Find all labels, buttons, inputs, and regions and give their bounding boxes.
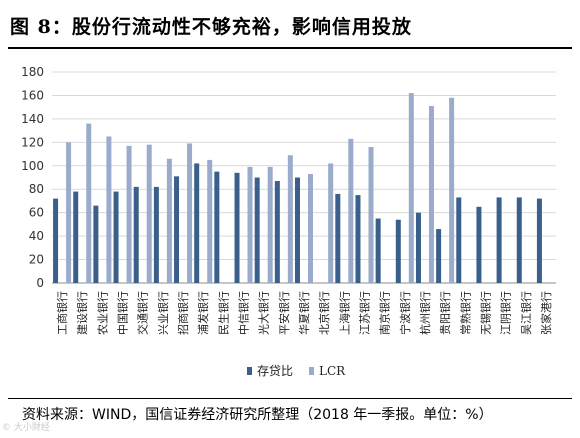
page-title: 图 8：股份行流动性不够充裕，影响信用投放 [10, 16, 412, 38]
bar-loan-deposit [516, 197, 522, 283]
bar-lcr [368, 147, 374, 283]
bar-loan-deposit [113, 191, 119, 283]
bar-loan-deposit [355, 195, 361, 283]
x-tick-label: 农业银行 [95, 291, 109, 335]
title-divider [8, 47, 572, 49]
x-tick-label: 张家港行 [539, 291, 553, 335]
x-tick-label: 江阴银行 [499, 291, 513, 335]
bar-loan-deposit [194, 163, 200, 283]
bar-loan-deposit [133, 186, 139, 283]
legend-swatch-loan-deposit [247, 367, 252, 375]
x-tick-label: 上海银行 [337, 291, 351, 335]
x-tick-label: 无锡银行 [478, 291, 492, 335]
y-tick-label: 180 [21, 65, 44, 79]
bar-lcr [106, 136, 112, 283]
bar-loan-deposit [335, 193, 341, 283]
source-divider [8, 398, 572, 399]
bar-loan-deposit [536, 198, 542, 283]
x-tick-label: 南京银行 [378, 291, 392, 335]
x-tick-label: 建设银行 [75, 291, 89, 335]
x-tick-label: 兴业银行 [156, 291, 170, 335]
bar-lcr [187, 143, 193, 283]
bar-lcr [146, 144, 152, 283]
watermark-text: © 大小财经 [2, 423, 50, 433]
y-tick-label: 20 [29, 253, 44, 267]
bar-loan-deposit [476, 206, 482, 283]
y-tick-label: 120 [21, 135, 44, 149]
bar-lcr [166, 158, 172, 283]
x-tick-label: 贵阳银行 [438, 291, 452, 335]
bar-lcr [308, 173, 313, 283]
y-tick-label: 80 [29, 182, 44, 196]
bar-loan-deposit [295, 177, 300, 283]
legend-swatch-lcr [309, 367, 314, 375]
bar-lcr [267, 166, 273, 283]
x-tick-label: 招商银行 [176, 291, 190, 335]
bar-lcr [408, 93, 414, 283]
bar-loan-deposit [375, 218, 381, 283]
bar-lcr [287, 155, 293, 283]
y-tick-label: 100 [21, 159, 44, 173]
x-tick-label: 光大银行 [257, 291, 271, 335]
bar-loan-deposit [214, 171, 220, 283]
y-tick-label: 40 [29, 229, 44, 243]
y-tick-label: 60 [29, 206, 44, 220]
bar-loan-deposit [254, 177, 260, 283]
x-tick-label: 北京银行 [317, 291, 331, 335]
bar-loan-deposit [496, 197, 502, 283]
y-tick-label: 0 [36, 276, 44, 290]
bar-loan-deposit [93, 205, 99, 283]
bar-loan-deposit [153, 186, 159, 283]
legend-label-lcr: LCR [319, 364, 346, 378]
bar-lcr [66, 142, 72, 283]
bar-loan-deposit [53, 198, 59, 283]
bar-lcr [428, 105, 434, 283]
y-tick-label: 160 [21, 88, 44, 102]
bar-loan-deposit [395, 219, 401, 283]
bar-lcr [247, 166, 253, 283]
bar-loan-deposit [415, 212, 421, 283]
bar-loan-deposit [456, 197, 462, 283]
x-tick-label: 平安银行 [277, 291, 291, 335]
y-tick-label: 140 [21, 112, 44, 126]
bar-lcr [126, 145, 132, 283]
x-tick-label: 江苏银行 [357, 291, 371, 335]
x-tick-label: 中国银行 [116, 291, 130, 335]
legend-label-loan-deposit: 存贷比 [257, 364, 293, 378]
x-tick-label: 工商银行 [55, 291, 69, 335]
x-tick-label: 吴江银行 [519, 291, 533, 335]
bar-lcr [449, 97, 455, 284]
bar-lcr [328, 163, 334, 283]
x-tick-label: 浦发银行 [196, 291, 210, 335]
x-tick-label: 杭州银行 [418, 291, 432, 335]
bar-loan-deposit [73, 191, 79, 283]
x-tick-label: 交通银行 [136, 291, 150, 335]
bar-loan-deposit [174, 176, 180, 283]
bar-lcr [86, 123, 92, 283]
x-tick-label: 中信银行 [237, 291, 251, 335]
bar-loan-deposit [234, 172, 240, 283]
bar-lcr [348, 138, 354, 283]
x-tick-label: 民生银行 [216, 291, 230, 335]
x-tick-label: 宁波银行 [398, 291, 412, 335]
bar-chart: 0 20 40 60 80 100 120 140 160 180 工商银行 建设银行 农业银行 中国银行… [21, 65, 556, 378]
bar-loan-deposit [274, 181, 280, 283]
bar-lcr [207, 159, 213, 283]
x-tick-label: 华夏银行 [297, 291, 311, 335]
source-note: 资料来源：WIND，国信证券经济研究所整理（2018 年一季报。单位：%） [22, 407, 493, 423]
x-tick-label: 常熟银行 [458, 291, 472, 335]
bar-loan-deposit [436, 229, 442, 283]
